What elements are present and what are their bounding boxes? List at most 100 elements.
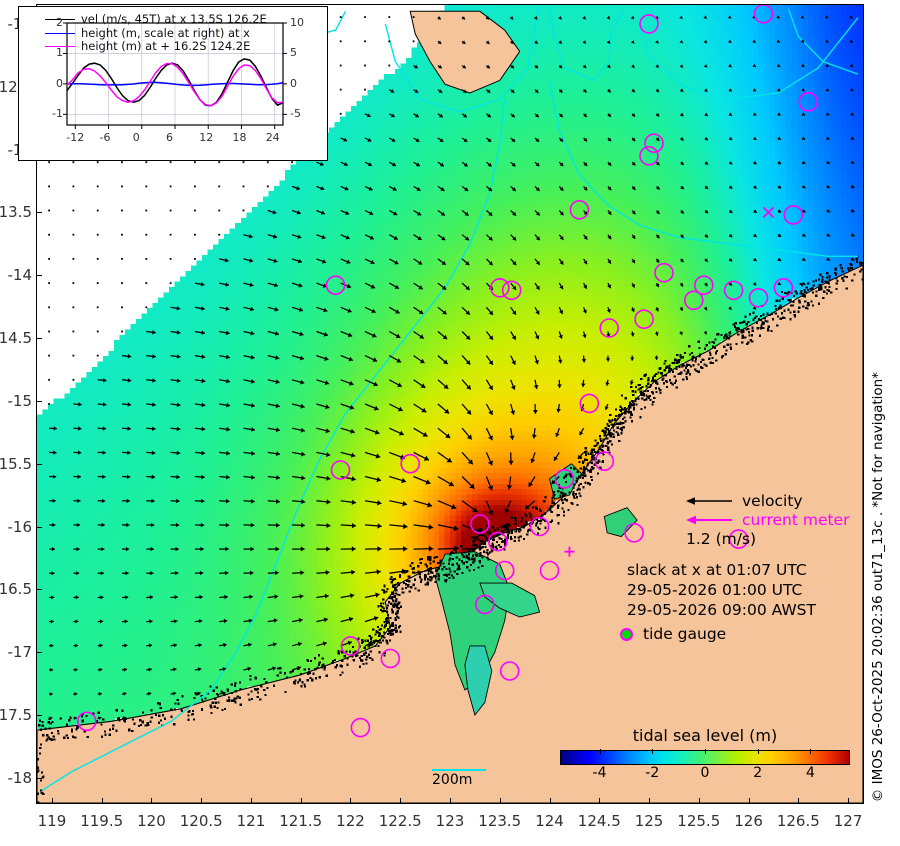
y-axis-label: -18 xyxy=(7,768,33,787)
velocity-legend: velocity current meter 1.2 (m/s) xyxy=(686,491,849,548)
y-axis-label: -15.5 xyxy=(0,454,32,473)
x-axis-label: 121.5 xyxy=(279,812,323,830)
tide-gauge-icon xyxy=(620,627,633,641)
colorbar-legend: tidal sea level (m) -4 -2 0 2 4 xyxy=(560,726,850,785)
inset-legend-line-icon xyxy=(45,19,75,21)
x-axis-label: 122 xyxy=(336,812,365,830)
x-axis-label: 120.5 xyxy=(179,812,223,830)
x-axis-tick xyxy=(101,798,103,804)
inset-y-left-tick-label: 0 xyxy=(56,76,63,90)
y-axis-label: -17.5 xyxy=(0,706,32,725)
x-axis-tick xyxy=(698,798,700,804)
y-axis-tick xyxy=(36,338,42,340)
inset-x-tick-label: 24 xyxy=(265,131,280,144)
velocity-arrow-icon xyxy=(686,496,732,505)
y-axis-tick xyxy=(36,715,42,717)
tide-gauge-legend-label: tide gauge xyxy=(643,625,727,643)
x-axis-label: 119.5 xyxy=(80,812,124,830)
tide-gauge-legend: tide gauge xyxy=(620,625,726,643)
inset-y-right-tick-label: -5 xyxy=(290,107,301,121)
inset-legend-line-icon xyxy=(45,46,75,48)
colorbar-tick-label: 4 xyxy=(805,765,815,781)
copyright-notice: © IMOS 26-Oct-2025 20:02:36 out71_13c . … xyxy=(870,372,886,803)
colorbar-tick-label: -4 xyxy=(592,765,607,781)
y-axis-label: -16.5 xyxy=(0,580,32,599)
x-axis-tick xyxy=(798,798,800,804)
tide-gauge-markers[interactable] xyxy=(76,5,819,738)
colorbar-tick-mark xyxy=(705,749,706,754)
colorbar-title: tidal sea level (m) xyxy=(632,726,778,745)
scale-bar: 200m xyxy=(432,769,486,788)
x-axis-tick xyxy=(250,798,252,804)
y-axis-label: -17 xyxy=(7,643,33,662)
x-axis-tick xyxy=(51,798,53,804)
current-meter-arrow-icon xyxy=(686,515,732,524)
colorbar-tick-label: -2 xyxy=(645,765,660,781)
y-axis-tick xyxy=(36,652,42,654)
y-axis-label: -15 xyxy=(7,391,33,410)
colorbar-tick-mark xyxy=(599,749,601,754)
y-axis-tick xyxy=(36,212,42,214)
x-axis-tick xyxy=(599,798,601,804)
x-axis-tick xyxy=(400,798,402,804)
inset-legend-item: height (m, scale at right) at x xyxy=(45,25,267,41)
x-axis-label: 119 xyxy=(37,812,67,830)
current-meter-legend-label: current meter xyxy=(742,510,850,529)
y-axis-label: -14 xyxy=(7,266,33,285)
x-axis-label: 124.5 xyxy=(577,812,621,830)
inset-chart-legend: vel (m/s, 45T) at x 13.5S 126.2E height (… xyxy=(45,12,267,54)
x-axis-tick xyxy=(848,798,850,804)
velocity-legend-row: velocity xyxy=(686,491,849,510)
inset-chart-render xyxy=(63,22,287,129)
inset-legend-label: height (m) at + 16.2S 124.2E xyxy=(81,39,251,53)
inset-y-right-tick-label: 10 xyxy=(290,16,304,29)
inset-legend-item: height (m) at + 16.2S 124.2E xyxy=(45,39,267,54)
inset-y-left-tick-label: 2 xyxy=(56,16,63,29)
x-axis-tick xyxy=(201,798,203,804)
y-axis-tick xyxy=(36,526,42,528)
colorbar-tick-mark xyxy=(757,749,759,754)
time-info-block: slack at x at 01:07 UTC 29-05-2026 01:00… xyxy=(627,560,816,620)
x-axis-tick xyxy=(450,798,451,804)
x-axis-tick xyxy=(748,798,750,804)
inset-x-tick-label: 12 xyxy=(199,131,214,144)
y-axis-label: -16 xyxy=(7,517,33,536)
inset-x-tick-label: -6 xyxy=(99,131,111,144)
scale-bar-line xyxy=(432,769,486,771)
colorbar-tick-label: 0 xyxy=(700,765,710,781)
y-axis-label: -14.5 xyxy=(0,329,32,348)
colorbar-tick-label: 2 xyxy=(753,765,763,781)
x-axis-label: 126 xyxy=(734,812,763,830)
colorbar-ticks: -4 -2 0 2 4 xyxy=(560,749,850,785)
inset-series xyxy=(66,58,284,107)
inset-y-left-tick-label: -1 xyxy=(52,107,63,121)
y-axis-tick xyxy=(36,777,42,779)
coastline-detail xyxy=(37,255,863,803)
velocity-legend-label: velocity xyxy=(742,491,803,510)
map-plot-area[interactable] xyxy=(36,4,864,804)
time-info-line-awst: 29-05-2026 09:00 AWST xyxy=(627,601,816,619)
y-axis-label: -13.5 xyxy=(0,203,32,222)
x-axis-label: 126.5 xyxy=(776,812,820,830)
x-axis-label: 123.5 xyxy=(478,812,522,830)
timeseries-inset-chart[interactable]: vel (m/s, 45T) at x 13.5S 126.2E height (… xyxy=(18,6,328,161)
inset-legend-item: vel (m/s, 45T) at x 13.5S 126.2E xyxy=(45,12,267,27)
inset-y-right-tick-label: 5 xyxy=(290,46,297,60)
estuary-channels xyxy=(434,463,638,716)
x-axis-label: 120 xyxy=(137,812,166,830)
colorbar-tick-mark xyxy=(810,749,812,754)
x-axis-tick xyxy=(350,798,352,804)
x-axis-tick xyxy=(151,798,153,804)
map-render xyxy=(37,5,863,803)
x-axis-tick xyxy=(499,798,501,804)
scale-bar-label: 200m xyxy=(432,772,473,788)
inset-legend-label: height (m, scale at right) at x xyxy=(81,25,250,40)
x-axis-tick xyxy=(549,798,551,804)
x-axis-label: 121 xyxy=(236,812,266,830)
x-axis-label: 125.5 xyxy=(677,812,721,830)
y-axis-tick xyxy=(36,400,42,402)
y-axis-tick xyxy=(36,275,42,277)
inset-x-tick-label: 6 xyxy=(166,131,173,144)
station-markers xyxy=(564,206,775,557)
current-meter-legend-row: current meter xyxy=(686,510,849,529)
